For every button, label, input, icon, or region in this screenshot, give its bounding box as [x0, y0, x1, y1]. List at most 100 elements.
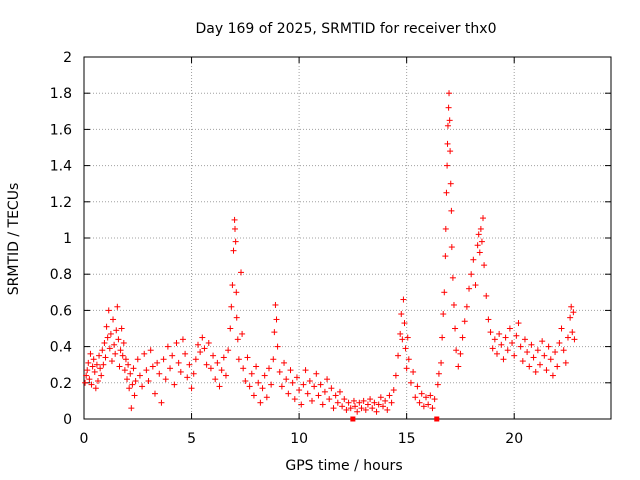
data-point — [117, 347, 124, 354]
data-point — [136, 372, 143, 379]
data-point — [261, 372, 268, 379]
data-point — [474, 242, 481, 249]
data-point — [212, 376, 219, 383]
data-point — [84, 367, 91, 374]
data-point — [149, 363, 156, 370]
data-point — [545, 343, 552, 350]
data-point — [132, 377, 139, 384]
data-point — [343, 406, 350, 413]
data-point — [564, 334, 571, 341]
data-point — [397, 330, 404, 337]
data-point — [493, 350, 500, 357]
data-point — [562, 359, 569, 366]
data-point — [96, 352, 103, 359]
data-point — [222, 372, 229, 379]
data-point — [414, 383, 421, 390]
data-point — [481, 262, 488, 269]
data-point — [141, 350, 148, 357]
data-point — [130, 365, 137, 372]
data-point — [92, 385, 99, 392]
data-point — [459, 334, 466, 341]
data-point — [173, 339, 180, 346]
data-point — [502, 334, 509, 341]
data-point — [541, 352, 548, 359]
data-point — [444, 162, 451, 169]
data-point — [112, 350, 119, 357]
data-point — [235, 356, 242, 363]
data-point — [403, 365, 410, 372]
data-point — [418, 390, 425, 397]
data-point — [229, 282, 236, 289]
data-point — [526, 363, 533, 370]
data-point — [238, 269, 245, 276]
data-point — [100, 361, 107, 368]
data-point — [324, 376, 331, 383]
data-point — [143, 367, 150, 374]
data-point — [99, 347, 106, 354]
data-point — [82, 379, 89, 386]
data-point — [446, 90, 453, 97]
data-point — [242, 377, 249, 384]
data-point — [407, 379, 414, 386]
data-point — [560, 347, 567, 354]
data-point — [128, 405, 135, 412]
data-point — [364, 401, 371, 408]
data-point — [216, 383, 223, 390]
data-point — [182, 350, 189, 357]
data-point — [309, 397, 316, 404]
data-point — [487, 329, 494, 336]
data-point — [336, 388, 343, 395]
data-point — [319, 401, 326, 408]
data-point — [233, 289, 240, 296]
data-point — [412, 394, 419, 401]
data-point — [105, 307, 112, 314]
data-point — [230, 247, 237, 254]
data-point — [552, 349, 559, 356]
data-point — [556, 339, 563, 346]
data-point — [410, 368, 417, 375]
data-point — [448, 244, 455, 251]
data-point — [386, 392, 393, 399]
data-point — [515, 320, 522, 327]
data-point — [111, 341, 118, 348]
data-point — [470, 256, 477, 263]
data-point — [210, 352, 217, 359]
data-point — [263, 394, 270, 401]
data-point — [339, 403, 346, 410]
data-point — [270, 356, 277, 363]
data-point — [179, 336, 186, 343]
data-point — [463, 303, 470, 310]
data-point — [225, 347, 232, 354]
data-point — [124, 376, 131, 383]
data-point — [448, 207, 455, 214]
data-point — [122, 356, 129, 363]
data-point — [192, 356, 199, 363]
data-point — [147, 347, 154, 354]
data-point — [534, 347, 541, 354]
data-point — [442, 253, 449, 260]
data-point — [126, 385, 133, 392]
data-point — [102, 354, 109, 361]
data-point — [455, 363, 462, 370]
data-point — [524, 349, 531, 356]
data-point — [118, 325, 125, 332]
data-point — [85, 359, 92, 366]
data-point — [306, 377, 313, 384]
data-point — [431, 396, 438, 403]
data-point — [304, 390, 311, 397]
data-point — [101, 339, 108, 346]
data-point — [103, 323, 110, 330]
data-point — [400, 296, 407, 303]
x-tick-label: 0 — [80, 431, 89, 447]
data-point — [271, 329, 278, 336]
data-point — [384, 406, 391, 413]
data-point — [233, 314, 240, 321]
data-point — [195, 341, 202, 348]
data-point — [214, 359, 221, 366]
data-point — [475, 231, 482, 238]
y-tick-label: 2 — [63, 50, 72, 66]
data-point — [90, 356, 97, 363]
data-point — [250, 392, 257, 399]
data-point — [519, 358, 526, 365]
data-point — [129, 381, 136, 388]
